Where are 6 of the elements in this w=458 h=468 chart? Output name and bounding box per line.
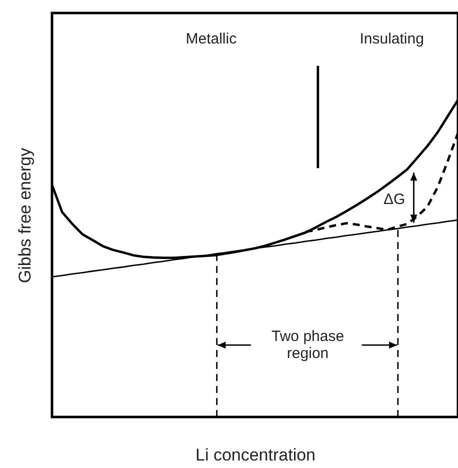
y-axis-title: Gibbs free energy: [16, 147, 34, 284]
text: Metallic: [186, 30, 238, 48]
text: Insulating: [360, 30, 424, 48]
annotation: Two phase region: [272, 328, 344, 362]
x-axis-title: Li concentration: [195, 446, 316, 464]
annotation: ΔG: [384, 190, 406, 208]
